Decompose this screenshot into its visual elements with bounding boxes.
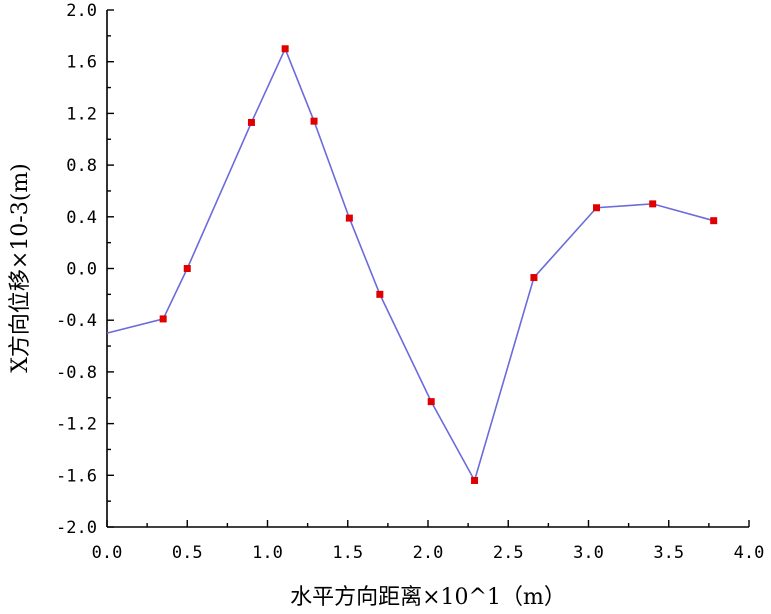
- x-tick-label: 3.0: [573, 543, 604, 563]
- series-layer: [106, 45, 718, 484]
- data-point: [159, 315, 167, 323]
- x-axis-title: 水平方向距离×10^1（m）: [290, 585, 566, 610]
- data-point: [710, 217, 718, 225]
- data-point: [247, 118, 255, 126]
- y-tick-label: -2.0: [56, 518, 97, 538]
- y-tick-label: -0.4: [56, 311, 97, 331]
- y-tick-label: 0.4: [66, 208, 97, 228]
- x-tick-label: 2.5: [493, 543, 524, 563]
- x-tick-label: 3.5: [653, 543, 684, 563]
- axes: 2.0 1.6 1.2 0.8 0.4 0.0 -0.4 -0.8 -1.2 -1.6 -2.0 0.…: [56, 1, 764, 563]
- x-tick-label: 0.0: [92, 543, 123, 563]
- data-point: [471, 476, 479, 484]
- x-tick-label: 4.0: [734, 543, 765, 563]
- x-tick-label: 0.5: [172, 543, 203, 563]
- data-point: [376, 290, 384, 298]
- x-tick-label: 1.5: [332, 543, 363, 563]
- data-point: [310, 117, 318, 125]
- x-tick-label: 2.0: [413, 543, 444, 563]
- data-point: [593, 204, 601, 212]
- data-point: [183, 265, 191, 272]
- y-tick-label: -1.2: [56, 415, 97, 435]
- y-tick-label: 1.2: [66, 104, 97, 124]
- y-tick-label: 0.0: [66, 260, 97, 280]
- data-point: [281, 45, 289, 53]
- y-tick-label: 2.0: [66, 1, 97, 21]
- y-axis-title: X方向位移×10-3(m): [8, 163, 33, 373]
- y-tick-label: -0.8: [56, 363, 97, 383]
- y-tick-label: 1.6: [66, 53, 97, 73]
- data-point: [427, 398, 435, 406]
- y-tick-label: -1.6: [56, 466, 97, 486]
- data-point: [530, 274, 538, 282]
- data-point: [649, 200, 657, 208]
- data-point: [345, 214, 353, 222]
- y-tick-label: 0.8: [66, 156, 97, 176]
- series-line: [106, 46, 714, 483]
- x-tick-label: 1.0: [252, 543, 283, 563]
